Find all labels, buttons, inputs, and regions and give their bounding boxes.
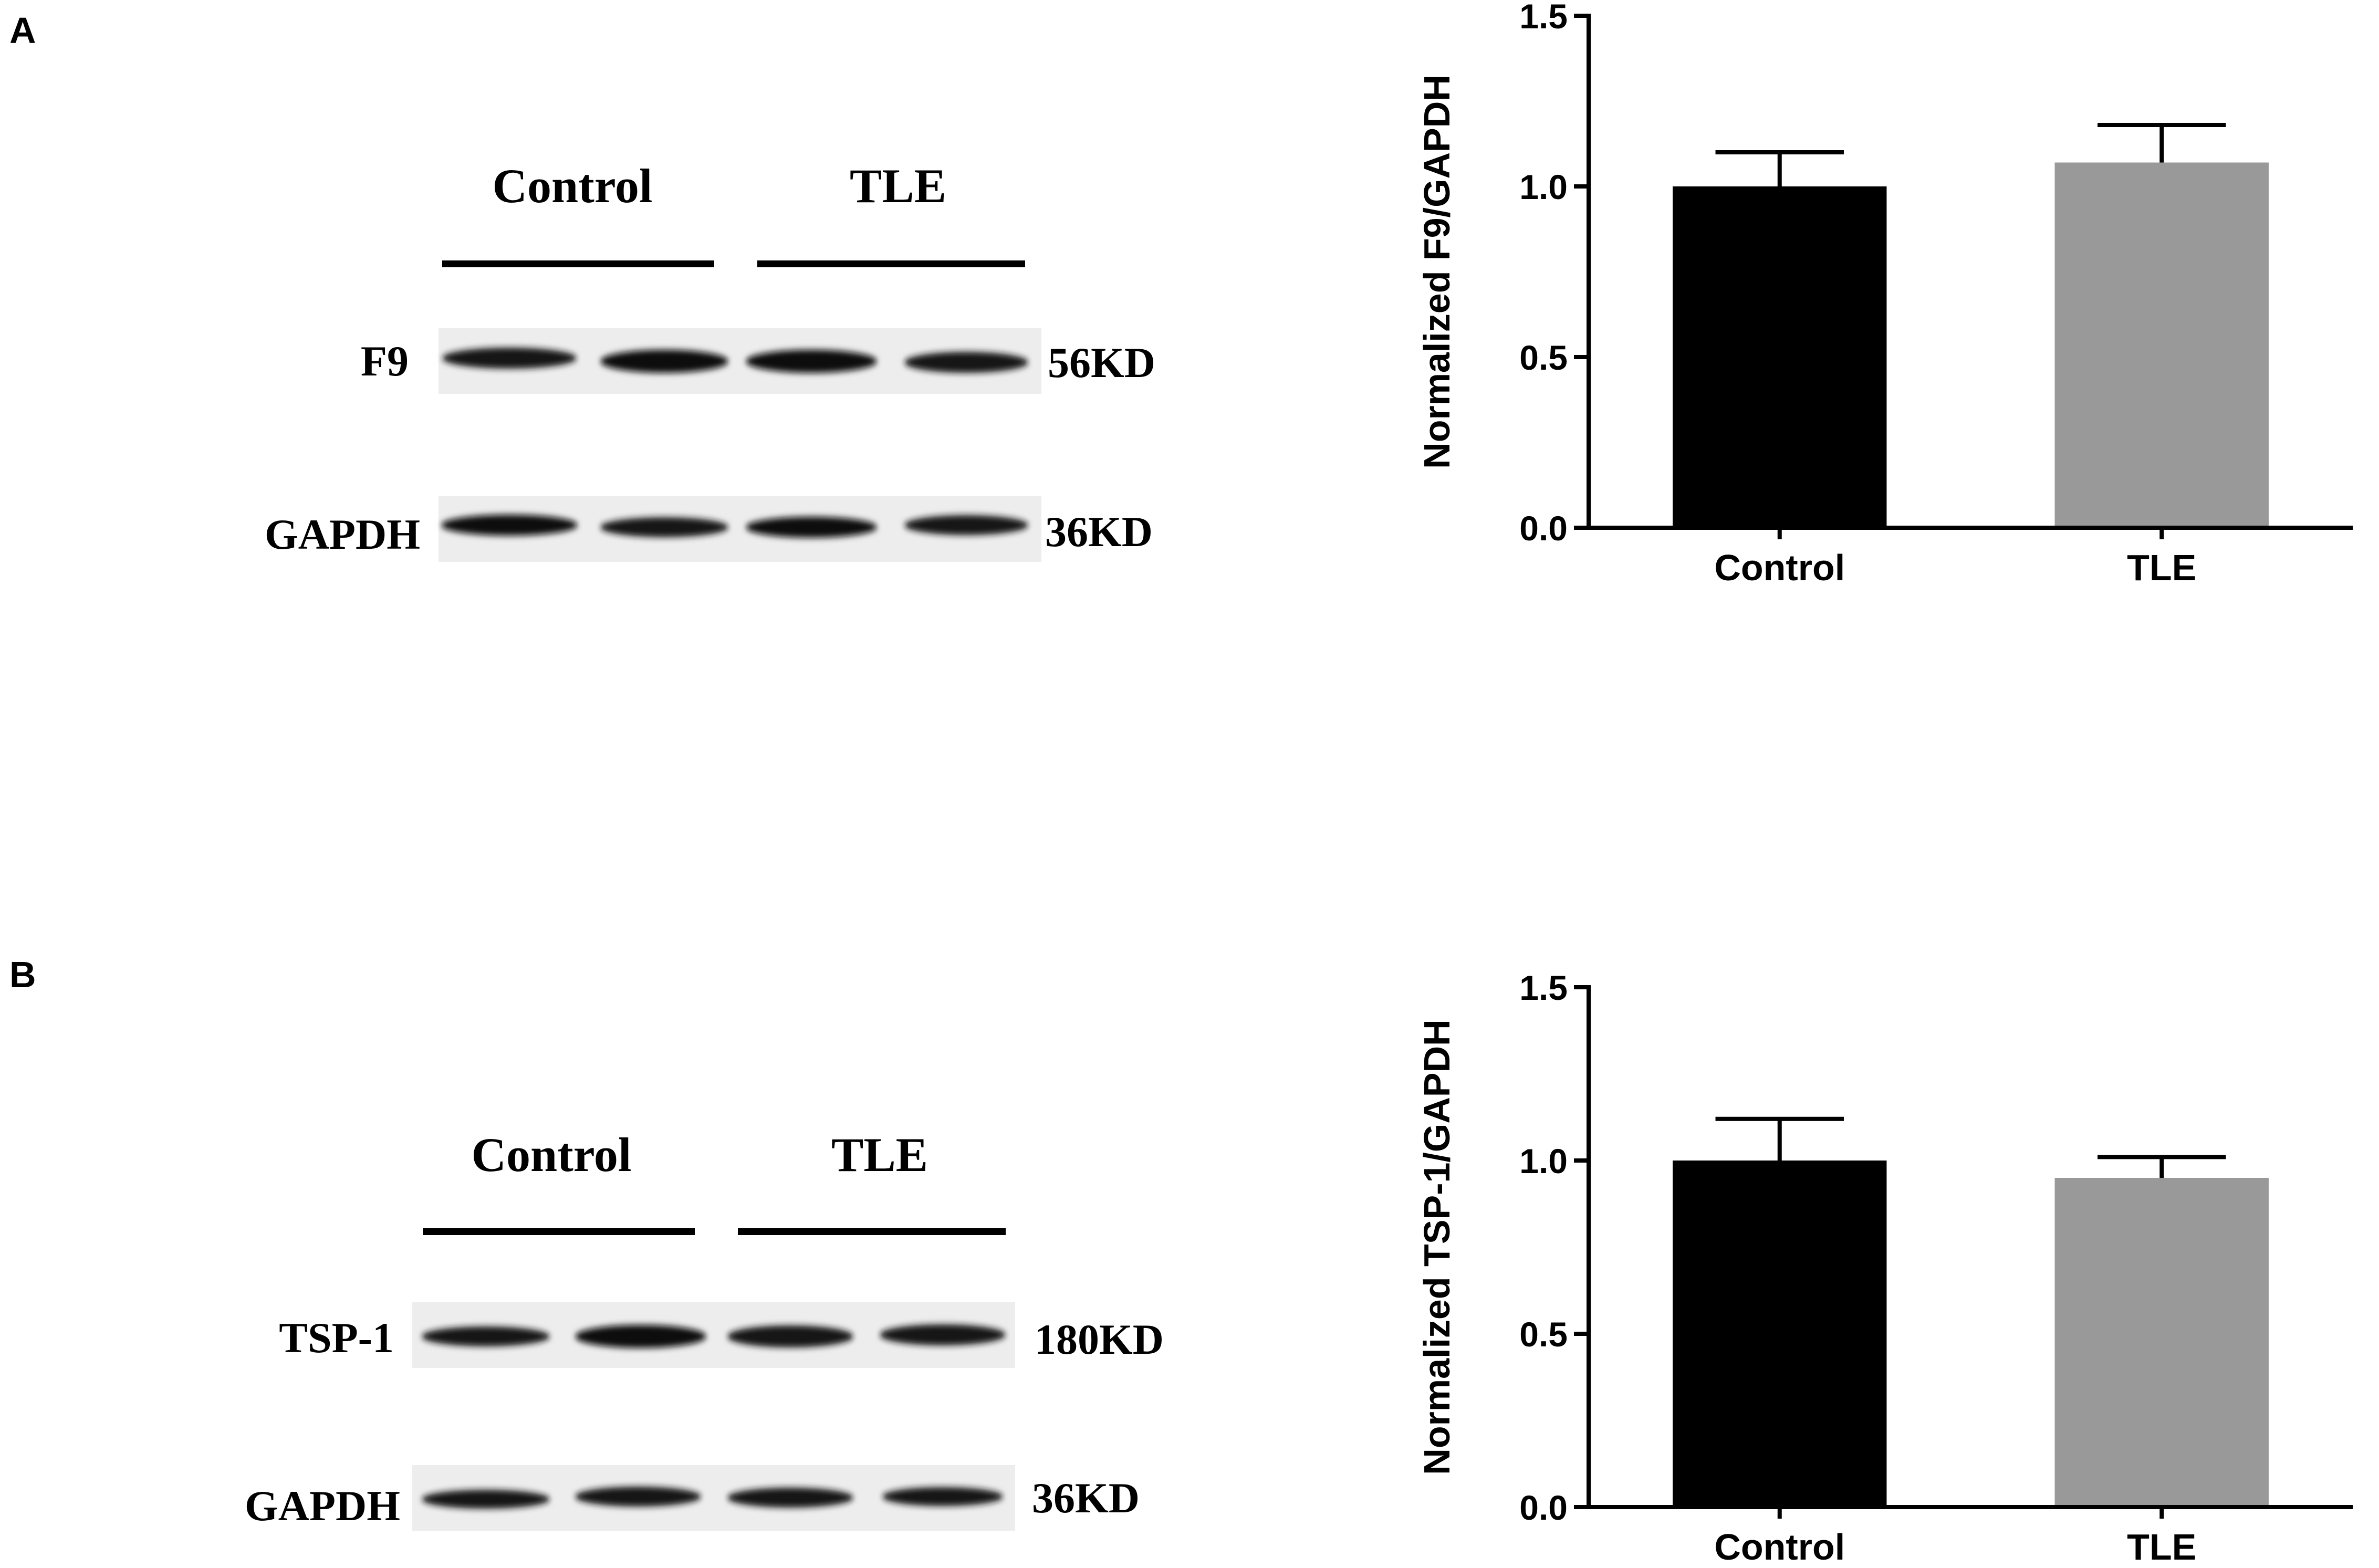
band: [904, 515, 1028, 535]
y-tick-label: 0.5: [1519, 338, 1568, 377]
band: [600, 350, 728, 373]
bar-tle: [2054, 1178, 2269, 1507]
panel-b-row-label-tsp1: TSP-1: [279, 1314, 394, 1362]
band: [600, 517, 728, 537]
bar-control: [1673, 1161, 1887, 1507]
y-axis-label: Normalized F9/GAPDH: [1416, 75, 1457, 469]
bar-tle: [2054, 162, 2269, 528]
band: [422, 1490, 550, 1509]
panel-a-bands-gapdh: [441, 515, 1028, 538]
band: [727, 1325, 853, 1347]
band: [746, 517, 877, 538]
panel-a-bands-f9: [442, 348, 1028, 373]
panel-b-row-size-gapdh: 36KD: [1032, 1474, 1140, 1522]
panel-b-group-control: Control: [472, 1128, 632, 1182]
panel-a-group-line-tle: [757, 260, 1025, 267]
panel-b-row-size-tsp1: 180KD: [1035, 1315, 1164, 1363]
x-tick-label: TLE: [2127, 547, 2196, 588]
panel-a-group-tle: TLE: [850, 159, 946, 213]
band: [575, 1487, 701, 1507]
panel-b-group-line-control: [423, 1228, 695, 1235]
panel-b-group-tle: TLE: [831, 1128, 928, 1182]
band: [880, 1324, 1006, 1345]
panel-a-row-label-gapdh: GAPDH: [265, 510, 420, 558]
panel-b-bands-gapdh: [422, 1487, 1003, 1509]
panel-a-row-size-f9: 56KD: [1048, 339, 1155, 386]
band: [422, 1326, 550, 1346]
y-tick-label: 1.0: [1519, 1142, 1568, 1180]
x-tick-label: TLE: [2127, 1527, 2196, 1567]
y-tick-label: 0.0: [1519, 1488, 1568, 1527]
panel-a-row-size-gapdh: 36KD: [1045, 508, 1153, 556]
panel-b-group-line-tle: [738, 1228, 1006, 1235]
band: [442, 348, 577, 369]
band: [904, 352, 1028, 373]
bar-control: [1673, 186, 1887, 528]
x-tick-label: Control: [1714, 1527, 1845, 1567]
panel-a-group-control: Control: [493, 159, 653, 213]
band: [441, 515, 578, 536]
panel-b-blot: Control TLE TSP-1 180KD GAPDH 36KD: [245, 1128, 1164, 1531]
panel-a-bar-chart: Control TLE 0.0 0.5 1.0 1.5 Normalized F9/GAPD…: [1416, 0, 2353, 588]
panel-b-letter: B: [9, 954, 36, 995]
band: [746, 350, 877, 373]
y-tick-label: 1.5: [1519, 0, 1568, 36]
panel-b-bands-tsp1: [422, 1324, 1006, 1348]
panel-b-bar-chart: Control TLE 0.0 0.5 1.0 1.5 Normalized TSP-1/G…: [1416, 968, 2353, 1567]
panel-b-row-label-gapdh: GAPDH: [245, 1482, 400, 1530]
panel-a-letter: A: [9, 10, 36, 51]
y-tick-label: 0.0: [1519, 509, 1568, 548]
band: [575, 1325, 706, 1348]
panel-a-row-label-f9: F9: [361, 337, 409, 385]
x-tick-label: Control: [1714, 547, 1845, 588]
band: [882, 1487, 1003, 1506]
y-tick-label: 1.5: [1519, 968, 1568, 1007]
panel-a-group-line-control: [442, 260, 714, 267]
y-tick-label: 1.0: [1519, 168, 1568, 206]
y-axis-label: Normalized TSP-1/GAPDH: [1416, 1019, 1457, 1475]
band: [727, 1488, 853, 1508]
panel-a-blot: Control TLE F9 56KD GAPDH 36KD: [265, 159, 1155, 562]
y-tick-label: 0.5: [1519, 1315, 1568, 1354]
